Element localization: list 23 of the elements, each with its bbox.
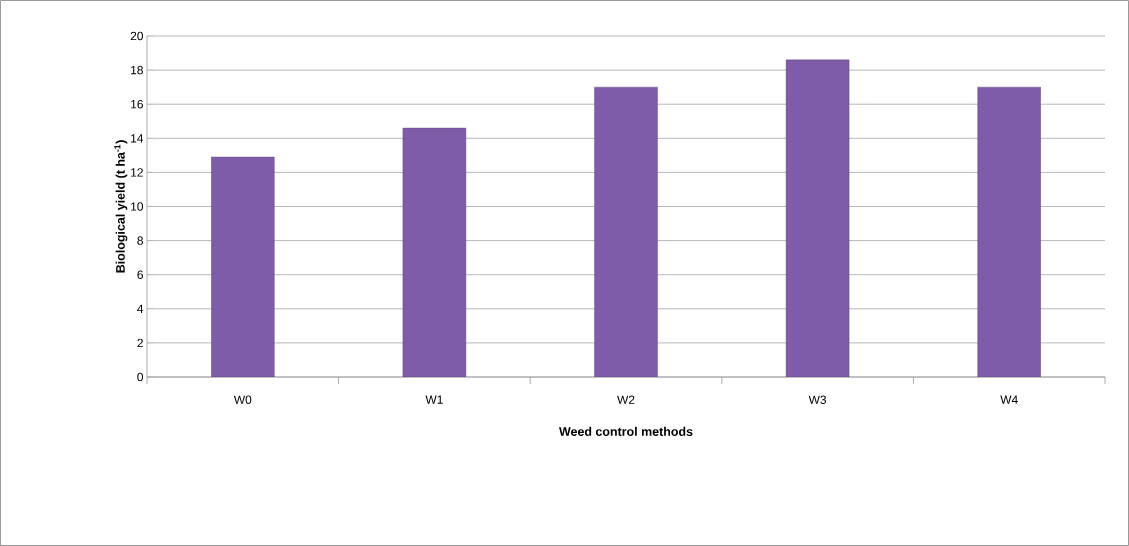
bar <box>402 127 467 377</box>
bar <box>977 86 1041 377</box>
y-tick-label: 8 <box>137 236 143 245</box>
y-tick-label: 4 <box>137 304 144 313</box>
x-tick-label: W3 <box>808 395 827 404</box>
bar <box>594 86 658 377</box>
y-tick-label: 12 <box>131 168 143 177</box>
y-axis-title: Biological yield (t ha$^{-1}$) <box>114 140 128 273</box>
x-tick-label: W0 <box>233 395 252 404</box>
y-tick-label: 18 <box>131 65 143 75</box>
x-tick-label: W1 <box>425 395 443 404</box>
y-tick-label: 20 <box>130 31 144 41</box>
bar <box>211 156 275 377</box>
x-axis-title: Weed control methods <box>559 426 693 436</box>
y-tick-label: 16 <box>131 99 143 109</box>
y-tick-label: 14 <box>131 134 144 143</box>
y-tick-label: 10 <box>131 202 144 211</box>
x-tick-label: W4 <box>1000 395 1018 404</box>
y-tick-label: 2 <box>137 338 143 348</box>
y-tick-label: 0 <box>137 372 144 382</box>
x-tick-label: W2 <box>617 395 635 404</box>
y-tick-label: 6 <box>137 270 143 279</box>
bar <box>785 59 850 377</box>
